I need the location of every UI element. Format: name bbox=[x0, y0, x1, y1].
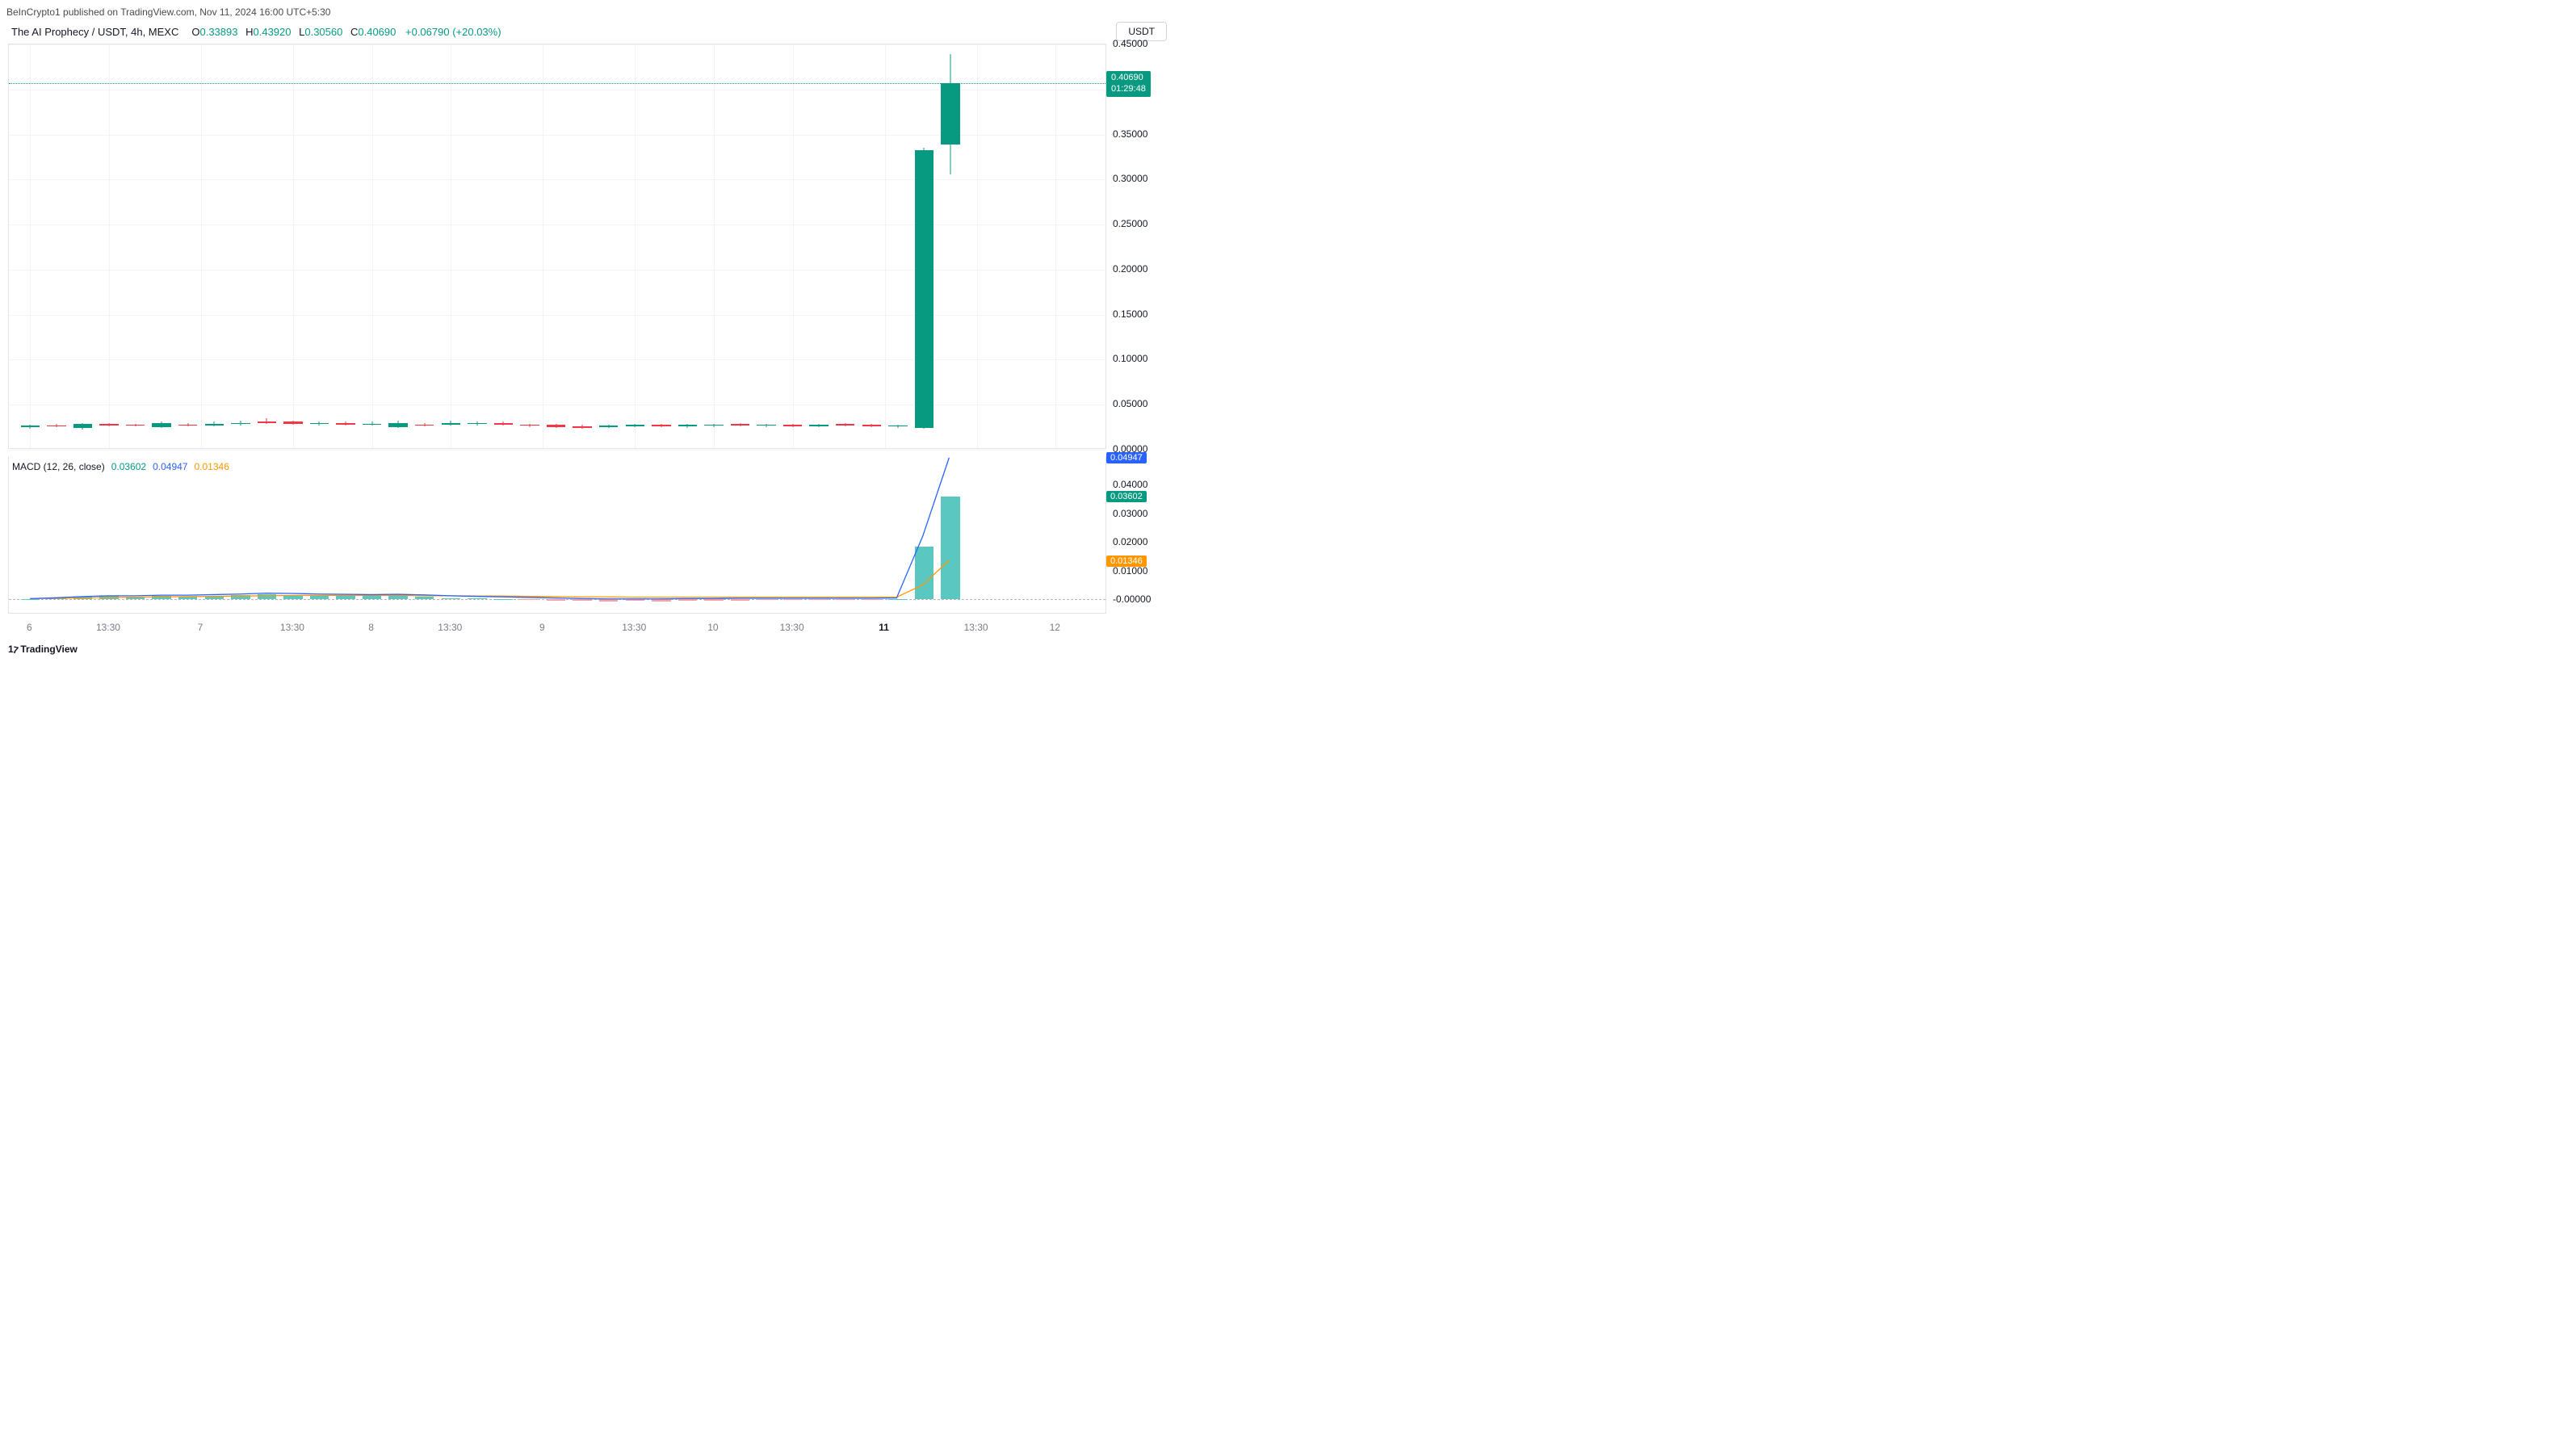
macd-y-tick: 0.01000 bbox=[1113, 565, 1147, 577]
price-y-tick: 0.05000 bbox=[1113, 398, 1147, 409]
candle[interactable] bbox=[442, 44, 460, 450]
candle[interactable] bbox=[99, 44, 118, 450]
time-x-tick: 10 bbox=[707, 622, 718, 633]
price-y-tick: 0.10000 bbox=[1113, 353, 1147, 364]
candle[interactable] bbox=[47, 44, 65, 450]
candle[interactable] bbox=[783, 44, 802, 450]
time-x-tick: 13:30 bbox=[96, 622, 120, 633]
macd-value-tag: 0.01346 bbox=[1106, 556, 1147, 567]
time-x-tick: 8 bbox=[368, 622, 374, 633]
candle[interactable] bbox=[468, 44, 486, 450]
time-x-tick: 9 bbox=[539, 622, 545, 633]
candle[interactable] bbox=[336, 44, 355, 450]
candle[interactable] bbox=[494, 44, 513, 450]
candle[interactable] bbox=[152, 44, 170, 450]
attribution-text: BeInCrypto1 published on TradingView.com… bbox=[6, 6, 330, 18]
macd-value-tag: 0.04947 bbox=[1106, 452, 1147, 463]
candle[interactable] bbox=[388, 44, 407, 450]
price-y-tick: 0.20000 bbox=[1113, 263, 1147, 275]
candle[interactable] bbox=[731, 44, 749, 450]
price-y-tick: 0.45000 bbox=[1113, 38, 1147, 49]
macd-value-tag: 0.03602 bbox=[1106, 491, 1147, 502]
ohlc-readout: O0.33893 H0.43920 L0.30560 C0.40690 +0.0… bbox=[187, 26, 501, 38]
candle[interactable] bbox=[941, 44, 959, 450]
candle[interactable] bbox=[678, 44, 697, 450]
tradingview-watermark[interactable]: 17 TradingView bbox=[8, 644, 78, 655]
candle[interactable] bbox=[415, 44, 434, 450]
price-chart-panel[interactable] bbox=[8, 44, 1106, 449]
candle[interactable] bbox=[547, 44, 565, 450]
candle[interactable] bbox=[599, 44, 618, 450]
macd-y-tick: 0.04000 bbox=[1113, 479, 1147, 490]
time-x-tick: 13:30 bbox=[964, 622, 988, 633]
price-y-tick: 0.15000 bbox=[1113, 308, 1147, 320]
time-x-tick: 13:30 bbox=[280, 622, 304, 633]
time-x-tick: 11 bbox=[879, 622, 889, 633]
symbol-title[interactable]: The AI Prophecy / USDT, 4h, MEXC bbox=[11, 26, 178, 38]
candle[interactable] bbox=[310, 44, 329, 450]
current-price-tag: 0.4069001:29:48 bbox=[1106, 71, 1151, 97]
macd-y-tick: -0.00000 bbox=[1113, 593, 1151, 605]
time-x-tick: 13:30 bbox=[438, 622, 462, 633]
tv-logo-icon: 17 bbox=[8, 644, 17, 655]
candle[interactable] bbox=[363, 44, 381, 450]
candle[interactable] bbox=[126, 44, 145, 450]
candle[interactable] bbox=[704, 44, 723, 450]
candle[interactable] bbox=[888, 44, 907, 450]
time-x-tick: 13:30 bbox=[780, 622, 804, 633]
time-x-tick: 12 bbox=[1050, 622, 1060, 633]
candle[interactable] bbox=[652, 44, 670, 450]
macd-indicator-panel[interactable]: MACD (12, 26, close) 0.03602 0.04947 0.0… bbox=[8, 456, 1106, 614]
candle[interactable] bbox=[231, 44, 250, 450]
candle[interactable] bbox=[809, 44, 828, 450]
price-y-tick: 0.35000 bbox=[1113, 128, 1147, 140]
macd-y-tick: 0.02000 bbox=[1113, 536, 1147, 547]
candle[interactable] bbox=[178, 44, 197, 450]
chart-symbol-header: The AI Prophecy / USDT, 4h, MEXC O0.3389… bbox=[11, 26, 501, 38]
price-y-tick: 0.25000 bbox=[1113, 218, 1147, 229]
candle[interactable] bbox=[626, 44, 644, 450]
candle[interactable] bbox=[573, 44, 591, 450]
candle[interactable] bbox=[283, 44, 302, 450]
candle[interactable] bbox=[915, 44, 933, 450]
time-x-tick: 13:30 bbox=[622, 622, 646, 633]
time-x-tick: 7 bbox=[198, 622, 203, 633]
candle[interactable] bbox=[862, 44, 881, 450]
candle[interactable] bbox=[205, 44, 224, 450]
candle[interactable] bbox=[520, 44, 539, 450]
candle[interactable] bbox=[757, 44, 775, 450]
candle[interactable] bbox=[21, 44, 40, 450]
price-y-tick: 0.30000 bbox=[1113, 173, 1147, 184]
macd-y-tick: 0.03000 bbox=[1113, 508, 1147, 519]
candle[interactable] bbox=[258, 44, 276, 450]
time-x-tick: 6 bbox=[27, 622, 32, 633]
candle[interactable] bbox=[836, 44, 854, 450]
candle[interactable] bbox=[73, 44, 92, 450]
